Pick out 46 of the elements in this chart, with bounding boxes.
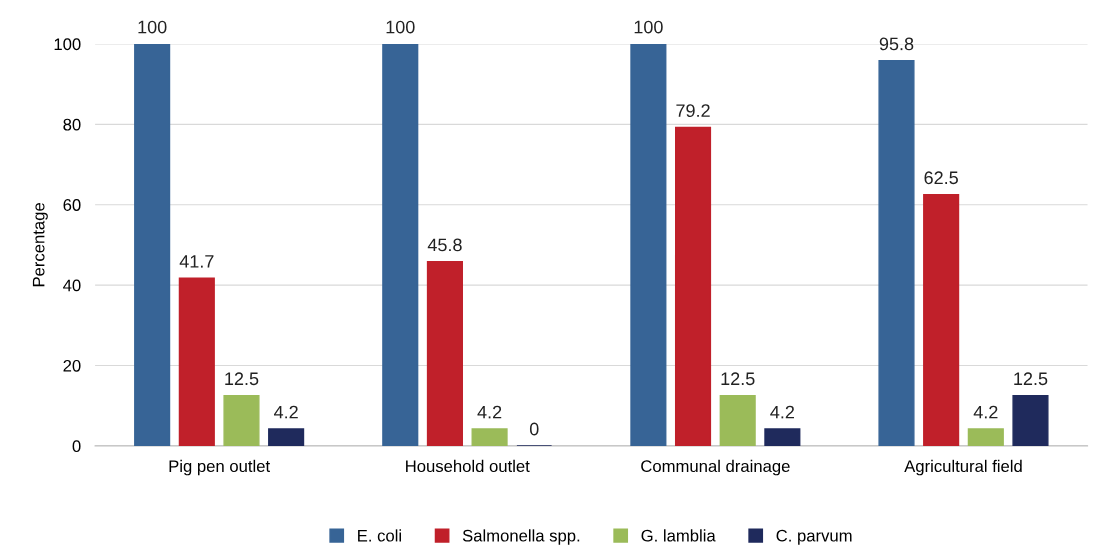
y-tick-label: 40 bbox=[63, 279, 81, 292]
bar bbox=[923, 193, 960, 446]
bar bbox=[471, 428, 508, 446]
y-tick-label: 0 bbox=[72, 440, 81, 453]
bar bbox=[178, 277, 215, 446]
bar bbox=[223, 394, 260, 446]
legend-label: Salmonella spp. bbox=[462, 529, 580, 545]
data-label: 4.2 bbox=[973, 405, 998, 419]
data-label: 100 bbox=[138, 20, 167, 34]
bar bbox=[878, 60, 915, 446]
data-label: 79.2 bbox=[676, 104, 710, 118]
bar bbox=[719, 394, 756, 446]
y-axis-title: Percentage bbox=[32, 203, 48, 287]
data-label: 12.5 bbox=[721, 372, 755, 386]
bar bbox=[382, 43, 419, 446]
data-label: 12.5 bbox=[225, 372, 259, 386]
data-label: 100 bbox=[386, 20, 415, 34]
data-label: 4.2 bbox=[274, 405, 298, 419]
data-label: 0 bbox=[529, 422, 539, 436]
x-tick-label: Communal drainage bbox=[641, 459, 790, 476]
data-label: 12.5 bbox=[1014, 372, 1048, 386]
legend-label: E. coli bbox=[358, 529, 401, 542]
bar bbox=[630, 43, 667, 446]
x-tick-label: Household outlet bbox=[406, 459, 530, 473]
data-label: 95.8 bbox=[879, 37, 914, 51]
data-label: 62.5 bbox=[924, 171, 958, 185]
y-tick-label: 100 bbox=[54, 38, 81, 51]
bar bbox=[426, 261, 463, 446]
legend-label: C. parvum bbox=[776, 529, 852, 545]
y-tick-label: 20 bbox=[63, 359, 81, 372]
data-label: 41.7 bbox=[179, 255, 214, 268]
bar bbox=[1012, 394, 1049, 446]
x-tick-label: Agricultural field bbox=[904, 459, 1022, 476]
data-label: 45.8 bbox=[427, 238, 462, 252]
bar bbox=[268, 428, 305, 446]
bar bbox=[674, 126, 712, 446]
data-label: 4.2 bbox=[770, 405, 794, 419]
x-tick-label: Pig pen outlet bbox=[169, 459, 270, 476]
bar bbox=[967, 428, 1004, 446]
legend-label: G. lamblia bbox=[641, 529, 716, 542]
bar bbox=[764, 428, 801, 446]
data-label: 4.2 bbox=[477, 405, 502, 419]
y-tick-label: 80 bbox=[63, 118, 81, 131]
data-label: 100 bbox=[634, 20, 663, 34]
bar bbox=[134, 43, 171, 446]
y-tick-label: 60 bbox=[63, 199, 81, 211]
